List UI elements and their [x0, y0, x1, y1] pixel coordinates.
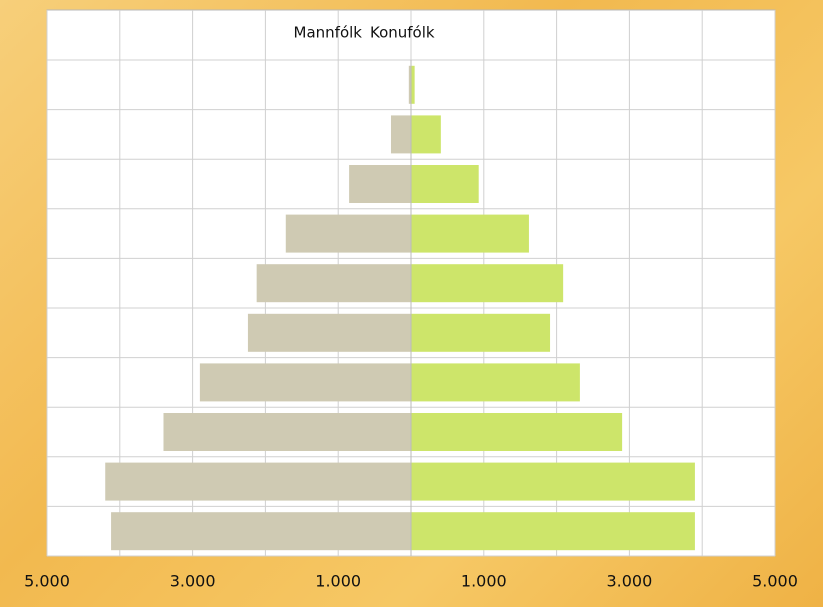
bar: [411, 462, 695, 501]
bar: [247, 313, 411, 352]
x-tick-label: 5.000: [24, 572, 70, 591]
bar: [411, 264, 564, 303]
legend-label: Mannfólk: [294, 24, 363, 42]
bar: [199, 363, 411, 402]
bar: [411, 313, 551, 352]
bar: [411, 413, 623, 451]
bar: [390, 115, 411, 154]
bar: [111, 512, 412, 551]
x-tick-label: 3.000: [170, 572, 216, 591]
bar: [411, 363, 580, 402]
bar: [411, 115, 441, 154]
bar: [408, 65, 411, 104]
bar: [411, 512, 695, 551]
bar: [411, 165, 479, 203]
x-tick-label: 5.000: [752, 572, 798, 591]
bar: [105, 462, 412, 501]
x-tick-label: 3.000: [606, 572, 652, 591]
bar: [411, 65, 415, 104]
x-tick-label: 1.000: [461, 572, 507, 591]
legend-label: Konufólk: [370, 24, 435, 42]
x-tick-label: 1.000: [315, 572, 361, 591]
bar: [411, 214, 529, 253]
bar: [256, 264, 411, 303]
bar: [349, 165, 411, 203]
bar: [163, 413, 411, 451]
bar: [285, 214, 411, 253]
